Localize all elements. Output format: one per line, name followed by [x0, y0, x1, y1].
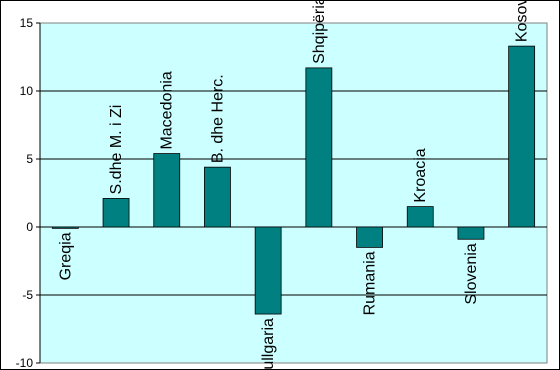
- bar: [51, 226, 79, 229]
- bar: [305, 67, 333, 228]
- y-axis: 15 10 5 0 -5 -10: [16, 16, 41, 370]
- y-tick-label: 10: [20, 84, 34, 98]
- category-label: S.dhe M. i Zi: [108, 105, 125, 195]
- bar: [102, 198, 130, 228]
- bar: [406, 206, 434, 228]
- y-tick-label: -10: [16, 356, 34, 370]
- category-label: Rumania: [362, 251, 379, 315]
- bars: [51, 45, 536, 315]
- category-label: B. dhe Herc.: [209, 74, 226, 163]
- bar: [508, 45, 536, 228]
- category-label: Slovenia: [463, 243, 480, 304]
- category-label: Bullgaria: [260, 318, 277, 370]
- y-tick-label: -5: [22, 288, 33, 302]
- y-tick-label: 5: [26, 152, 33, 166]
- bar: [457, 226, 485, 240]
- bar: [204, 166, 231, 228]
- category-label: Greqia: [57, 232, 74, 280]
- bar: [153, 153, 181, 228]
- category-label: Kosova: [514, 0, 531, 42]
- category-label: Shqipëria: [311, 0, 328, 64]
- bar: [254, 226, 282, 315]
- plot-area: [39, 22, 548, 364]
- bar: [356, 226, 383, 248]
- category-labels: Greqia S.dhe M. i Zi Macedonia B. dhe Herc.…: [57, 0, 530, 370]
- category-label: Kroacia: [412, 148, 429, 202]
- y-tick-label: 0: [26, 220, 33, 234]
- y-tick-label: 15: [20, 16, 34, 30]
- category-label: Macedonia: [159, 71, 176, 149]
